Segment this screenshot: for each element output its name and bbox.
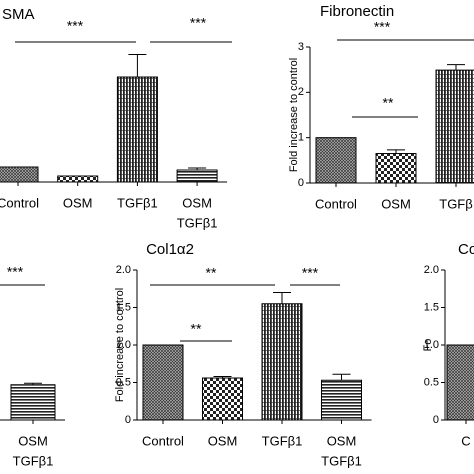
x-tick-label: OSM [18, 433, 48, 448]
y-tick-label: 1.0 [116, 339, 131, 351]
significance-label: ** [383, 95, 394, 111]
x-tick-label: OSM [63, 195, 93, 210]
chart-title: SMA [2, 6, 35, 23]
x-tick-label: Control [0, 195, 39, 210]
bar [142, 344, 184, 421]
bar [315, 137, 357, 184]
chart-title: Fibronectin [320, 3, 394, 20]
x-tick-label: OSM [381, 196, 411, 211]
x-tick-label: TGFβ1 [262, 433, 303, 448]
y-axis-label: Fo [422, 339, 434, 352]
y-tick-label: 1.5 [116, 301, 131, 313]
x-tick-label: TGFβ1 [177, 215, 218, 230]
bar [176, 169, 218, 183]
significance-label: ** [206, 265, 217, 281]
y-tick-label: 0 [433, 414, 439, 426]
significance-label: ** [191, 321, 202, 337]
bar [10, 384, 56, 421]
y-tick-label: 3 [298, 41, 304, 53]
significance-label: *** [190, 15, 207, 31]
x-tick-label: OSM [327, 433, 357, 448]
bar [261, 303, 303, 421]
x-tick-label: TGFβ1 [13, 453, 54, 468]
x-tick-label: OSM [182, 195, 212, 210]
x-tick-label: Control [142, 433, 184, 448]
y-tick-label: 2 [298, 86, 304, 98]
significance-label: *** [302, 265, 319, 281]
bar [0, 166, 39, 183]
chart-title: Co [458, 241, 474, 258]
bar [375, 153, 417, 184]
bar [116, 76, 158, 183]
significance-label: *** [7, 264, 24, 280]
x-tick-label: Control [315, 196, 357, 211]
x-tick-label: TGFβ1 [321, 453, 362, 468]
significance-label: *** [374, 19, 391, 35]
y-tick-label: 0 [298, 177, 304, 189]
y-axis-label: Fold increase to control [114, 288, 126, 402]
bar [202, 377, 243, 421]
bar [57, 175, 99, 183]
bar [321, 379, 362, 421]
y-tick-label: 2.0 [424, 264, 439, 276]
x-tick-label: C [461, 433, 470, 448]
significance-label: *** [67, 18, 84, 34]
y-tick-label: 1.5 [424, 301, 439, 313]
x-tick-label: TGFβ1 [117, 195, 158, 210]
y-tick-label: 2.0 [116, 264, 131, 276]
y-tick-label: 0.5 [424, 376, 439, 388]
x-tick-label: TGFβ [439, 196, 472, 211]
y-tick-label: 0 [125, 414, 131, 426]
y-axis-label: Fold increase to control [288, 58, 300, 172]
y-tick-label: 1.0 [424, 339, 439, 351]
y-tick-label: 1 [298, 132, 304, 144]
chart-title: Col1α2 [146, 241, 194, 258]
bar [446, 344, 474, 421]
y-tick-label: 0.5 [116, 376, 131, 388]
bar [435, 69, 474, 184]
x-tick-label: OSM [208, 433, 238, 448]
